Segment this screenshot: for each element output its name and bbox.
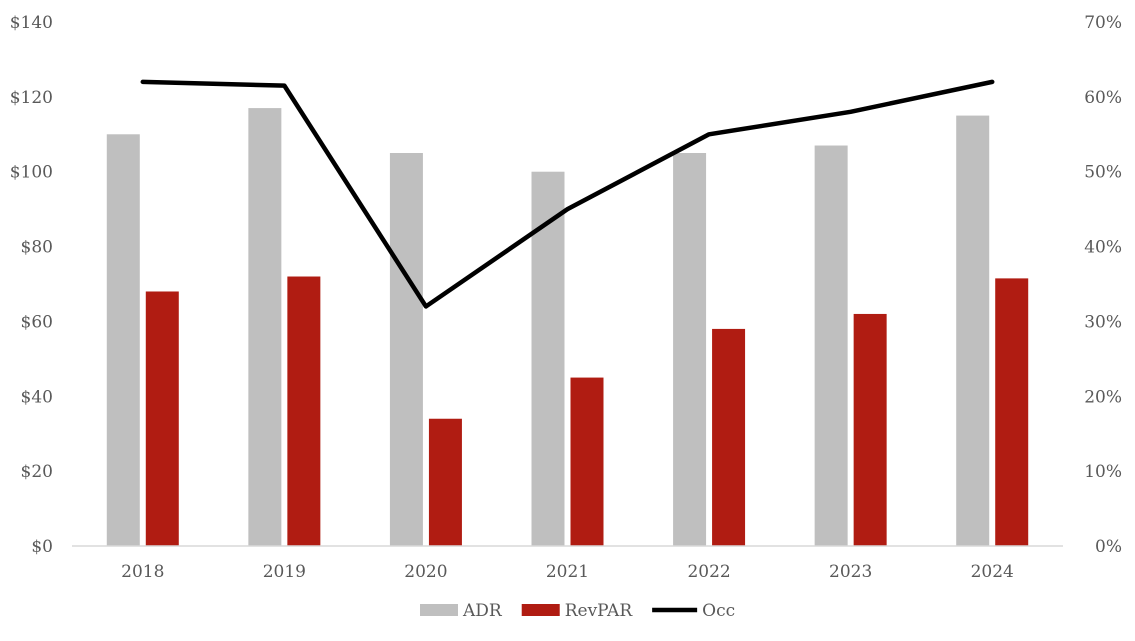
- left-tick-label: $40: [21, 387, 53, 407]
- left-tick-label: $20: [21, 462, 53, 482]
- bar-revpar-2018: [145, 291, 179, 546]
- bar-adr-2024: [956, 115, 990, 547]
- x-tick-label: 2020: [404, 562, 447, 582]
- right-tick-label: 60%: [1084, 88, 1122, 108]
- bars-layer: [106, 108, 1029, 547]
- left-tick-label: $80: [21, 238, 53, 258]
- bar-adr-2020: [389, 153, 423, 546]
- bar-adr-2022: [673, 153, 707, 546]
- left-tick-label: $0: [31, 537, 53, 557]
- bar-revpar-2022: [712, 328, 746, 546]
- x-tick-label: 2019: [263, 562, 306, 582]
- left-tick-label: $120: [10, 88, 53, 108]
- x-tick-label: 2018: [121, 562, 164, 582]
- right-tick-label: 20%: [1084, 387, 1122, 407]
- right-tick-label: 0%: [1095, 537, 1122, 557]
- left-tick-label: $140: [10, 13, 53, 33]
- legend-swatch-adr: [420, 604, 458, 616]
- bar-adr-2023: [814, 145, 848, 546]
- legend: ADR RevPAR Occ: [420, 601, 735, 621]
- bar-adr-2019: [248, 108, 282, 546]
- bar-revpar-2021: [570, 377, 604, 546]
- left-axis-ticks: $0 $20 $40 $60 $80 $100 $120 $140: [10, 13, 53, 557]
- bar-adr-2018: [106, 134, 140, 547]
- right-tick-label: 50%: [1084, 163, 1122, 183]
- legend-label-adr: ADR: [462, 601, 503, 621]
- x-tick-label: 2023: [829, 562, 872, 582]
- right-tick-label: 30%: [1084, 312, 1122, 332]
- legend-label-occ: Occ: [702, 601, 735, 621]
- bar-adr-2021: [531, 171, 565, 546]
- right-tick-label: 10%: [1084, 462, 1122, 482]
- right-tick-label: 70%: [1084, 13, 1122, 33]
- line-layer: [140, 79, 995, 309]
- legend-label-revpar: RevPAR: [565, 601, 634, 621]
- legend-swatch-revpar: [521, 604, 560, 616]
- x-axis-ticks: 2018 2019 2020 2021 2022 2023 2024: [121, 562, 1014, 582]
- right-tick-label: 40%: [1084, 238, 1122, 258]
- left-tick-label: $60: [21, 312, 53, 332]
- left-tick-label: $100: [10, 163, 53, 183]
- x-tick-label: 2021: [546, 562, 589, 582]
- bar-revpar-2023: [853, 313, 887, 546]
- bar-revpar-2020: [428, 418, 462, 546]
- right-axis-ticks: 0% 10% 20% 30% 40% 50% 60% 70%: [1084, 13, 1122, 557]
- x-tick-label: 2022: [687, 562, 730, 582]
- x-tick-label: 2024: [971, 562, 1014, 582]
- bar-revpar-2024: [995, 278, 1029, 546]
- bar-revpar-2019: [287, 276, 321, 546]
